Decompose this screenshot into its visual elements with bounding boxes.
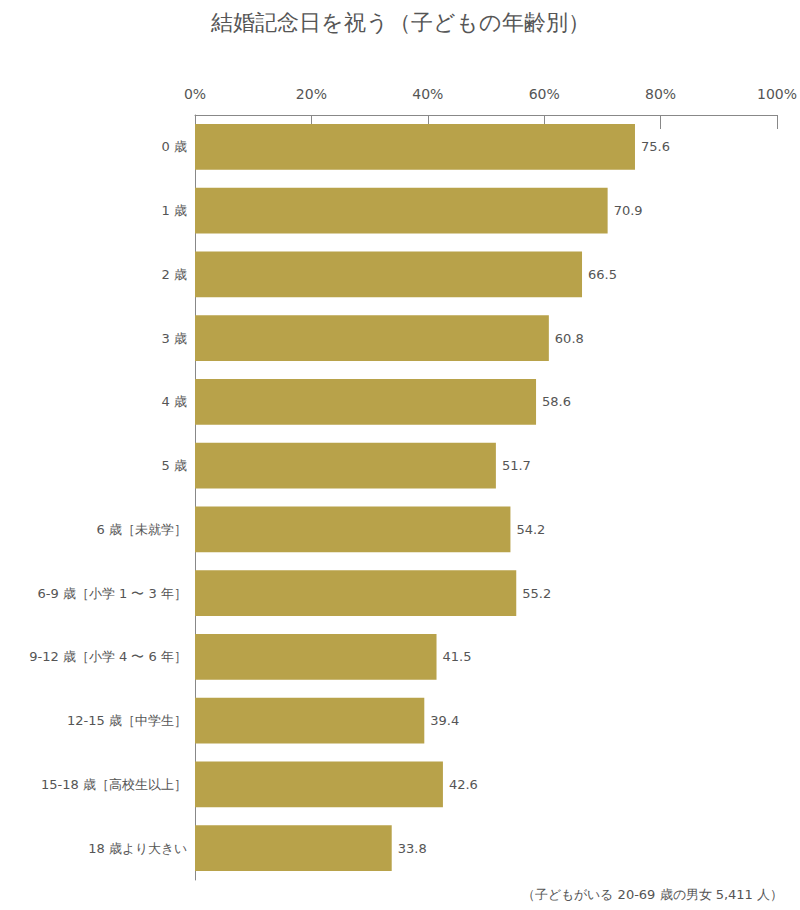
svg-text:42.6: 42.6 [449,777,478,792]
svg-text:0 歳: 0 歳 [162,139,187,154]
svg-text:12-15 歳［中学生］: 12-15 歳［中学生］ [67,713,187,728]
svg-text:80%: 80% [645,86,676,102]
svg-text:51.7: 51.7 [502,458,531,473]
svg-text:41.5: 41.5 [443,649,472,664]
svg-text:15-18 歳［高校生以上］: 15-18 歳［高校生以上］ [41,777,187,792]
svg-text:0%: 0% [184,86,206,102]
svg-text:6 歳［未就学］: 6 歳［未就学］ [97,522,187,537]
svg-text:55.2: 55.2 [522,586,551,601]
svg-text:6-9 歳［小学 1 〜 3 年］: 6-9 歳［小学 1 〜 3 年］ [38,586,187,601]
svg-text:20%: 20% [296,86,327,102]
svg-text:75.6: 75.6 [641,139,670,154]
svg-text:33.8: 33.8 [398,841,427,856]
svg-text:4 歳: 4 歳 [162,394,187,409]
svg-text:100%: 100% [757,86,797,102]
svg-text:5 歳: 5 歳 [162,458,187,473]
svg-text:結婚記念日を祝う（子どもの年齢別）: 結婚記念日を祝う（子どもの年齢別） [210,10,590,35]
svg-text:60.8: 60.8 [555,331,584,346]
svg-text:3 歳: 3 歳 [162,331,187,346]
svg-text:70.9: 70.9 [614,203,643,218]
svg-text:2 歳: 2 歳 [162,267,187,282]
svg-text:（子どもがいる 20-69 歳の男女 5,411 人）: （子どもがいる 20-69 歳の男女 5,411 人） [522,887,783,902]
svg-text:54.2: 54.2 [516,522,545,537]
svg-text:1 歳: 1 歳 [162,203,187,218]
svg-text:60%: 60% [529,86,560,102]
svg-text:39.4: 39.4 [430,713,459,728]
svg-text:58.6: 58.6 [542,394,571,409]
svg-text:18 歳より大きい: 18 歳より大きい [88,841,187,856]
svg-text:9-12 歳［小学 4 〜 6 年］: 9-12 歳［小学 4 〜 6 年］ [29,649,187,664]
svg-text:66.5: 66.5 [588,267,617,282]
svg-text:40%: 40% [412,86,443,102]
